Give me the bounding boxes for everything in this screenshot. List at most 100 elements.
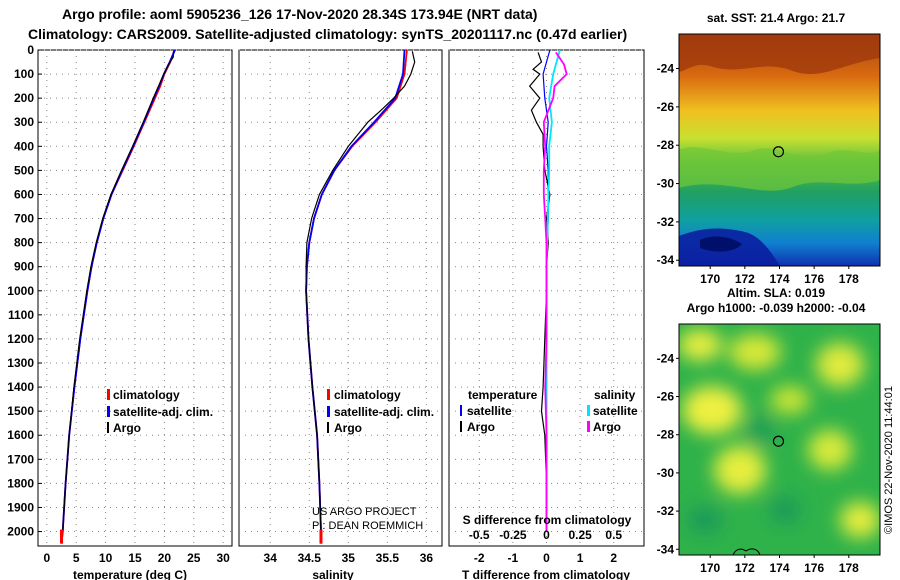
- series-line-t-argo: [528, 52, 551, 532]
- map-y-tick-label: -24: [657, 351, 675, 365]
- y-tick-label: 100: [14, 67, 34, 81]
- legend-swatch-satellite-clim: [107, 406, 110, 417]
- x-tick-label: 20: [158, 551, 172, 565]
- credit-pi: PI: DEAN ROEMMICH: [312, 520, 423, 532]
- sst-cold-core: [700, 236, 742, 252]
- legend-title-temperature: temperature: [468, 388, 538, 402]
- s-difference-tick-label: -0.5: [469, 528, 490, 542]
- legend-label-t-argo: Argo: [467, 420, 495, 434]
- legend-label-argo: Argo: [334, 421, 362, 435]
- x-tick-label: 1: [577, 551, 584, 565]
- imos-timestamp: ©IMOS 22-Nov-2020 11:44:01: [883, 386, 895, 534]
- sla-blob: [746, 416, 774, 444]
- legend-label-climatology: climatology: [113, 388, 180, 402]
- argo-position-marker: [772, 146, 785, 158]
- legend-label-s-satellite: satellite: [593, 404, 638, 418]
- bottom-clim-marker: [60, 529, 64, 544]
- x-tick-label: 35.5: [376, 551, 400, 565]
- x-tick-label: 10: [99, 551, 113, 565]
- legend-swatch-climatology: [327, 389, 330, 400]
- series-line-argo: [62, 51, 175, 532]
- y-tick-label: 2000: [7, 525, 34, 539]
- y-tick-label: 900: [14, 260, 34, 274]
- map-y-tick-label: -34: [657, 253, 675, 267]
- temperature-axis-label: temperature (deg C): [73, 568, 187, 580]
- y-tick-label: 1300: [7, 356, 34, 370]
- map-x-tick-label: 172: [735, 272, 755, 286]
- s-difference-axis-label: S difference from climatology: [463, 513, 632, 527]
- map-y-tick-label: -32: [657, 215, 675, 229]
- y-tick-label: 400: [14, 139, 34, 153]
- title-line-2: Climatology: CARS2009. Satellite-adjuste…: [28, 26, 628, 42]
- y-tick-label: 600: [14, 187, 34, 201]
- legend-label-satellite-clim: satellite-adj. clim.: [334, 405, 434, 419]
- series-line-s-argo: [542, 51, 568, 532]
- credit-project: US ARGO PROJECT: [312, 506, 417, 518]
- map-y-tick-label: -28: [657, 138, 675, 152]
- temperature-legend: climatology satellite-adj. clim. Argo: [107, 388, 213, 435]
- x-tick-label: 35: [342, 551, 356, 565]
- map-x-tick-label: 170: [700, 272, 720, 286]
- map-y-tick-label: -34: [657, 542, 675, 556]
- map-x-tick-label: 176: [804, 272, 824, 286]
- sst-map: [678, 33, 881, 267]
- legend-swatch-climatology: [107, 389, 110, 400]
- sla-blob: [714, 446, 766, 494]
- sla-blob: [687, 506, 723, 534]
- map-x-tick-label: 176: [804, 561, 824, 575]
- temperature-panel: [37, 49, 233, 547]
- legend-label-t-satellite: satellite: [467, 404, 512, 418]
- sla-blob: [816, 343, 864, 387]
- argo-position-marker: [772, 435, 785, 447]
- legend-label-argo: Argo: [113, 421, 141, 435]
- legend-label-climatology: climatology: [334, 388, 401, 402]
- y-tick-label: 300: [14, 115, 34, 129]
- y-tick-label: 700: [14, 212, 34, 226]
- coastline: [732, 548, 761, 556]
- s-difference-tick-label: 0: [543, 528, 550, 542]
- legend-swatch-satellite-clim: [327, 406, 330, 417]
- x-tick-label: 5: [73, 551, 80, 565]
- map-x-tick-label: 174: [769, 272, 789, 286]
- legend-swatch-t-argo: [460, 421, 462, 432]
- legend-swatch-argo: [107, 422, 109, 433]
- map-y-tick-label: -30: [657, 177, 675, 191]
- map-x-tick-label: 178: [839, 561, 859, 575]
- sla-blob: [769, 496, 801, 524]
- y-tick-label: 1800: [7, 476, 34, 490]
- sst-warm-region: [679, 34, 880, 75]
- legend-label-s-argo: Argo: [593, 420, 621, 434]
- map-x-tick-label: 170: [700, 561, 720, 575]
- x-tick-label: -2: [474, 551, 485, 565]
- s-difference-tick-label: 0.5: [605, 528, 622, 542]
- y-tick-label: 1900: [7, 500, 34, 514]
- legend-swatch-argo: [327, 422, 329, 433]
- bottom-clim-marker: [319, 529, 323, 544]
- sla-blob: [808, 430, 852, 470]
- y-tick-label: 200: [14, 91, 34, 105]
- map-x-tick-label: 178: [839, 272, 859, 286]
- map-x-tick-label: 174: [769, 561, 789, 575]
- y-tick-label: 500: [14, 163, 34, 177]
- salinity-legend: climatology satellite-adj. clim. Argo US…: [312, 388, 434, 532]
- sst-mid-band: [679, 147, 880, 191]
- s-difference-tick-label: 0.25: [568, 528, 592, 542]
- y-tick-label: 1200: [7, 332, 34, 346]
- y-tick-label: 1600: [7, 428, 34, 442]
- x-tick-label: -1: [508, 551, 519, 565]
- map-y-tick-label: -26: [657, 100, 675, 114]
- sst-map-title: sat. SST: 21.4 Argo: 21.7: [707, 11, 846, 25]
- sla-map: [678, 323, 881, 556]
- y-tick-label: 800: [14, 236, 34, 250]
- x-tick-label: 36: [420, 551, 434, 565]
- legend-title-salinity: salinity: [594, 388, 636, 402]
- y-tick-label: 1400: [7, 380, 34, 394]
- map-y-tick-label: -28: [657, 428, 675, 442]
- x-tick-label: 34.5: [298, 551, 322, 565]
- y-tick-label: 1000: [7, 284, 34, 298]
- x-tick-label: 0: [43, 551, 50, 565]
- x-tick-label: 15: [128, 551, 142, 565]
- series-line-argo: [305, 51, 416, 532]
- y-tick-label: 1500: [7, 404, 34, 418]
